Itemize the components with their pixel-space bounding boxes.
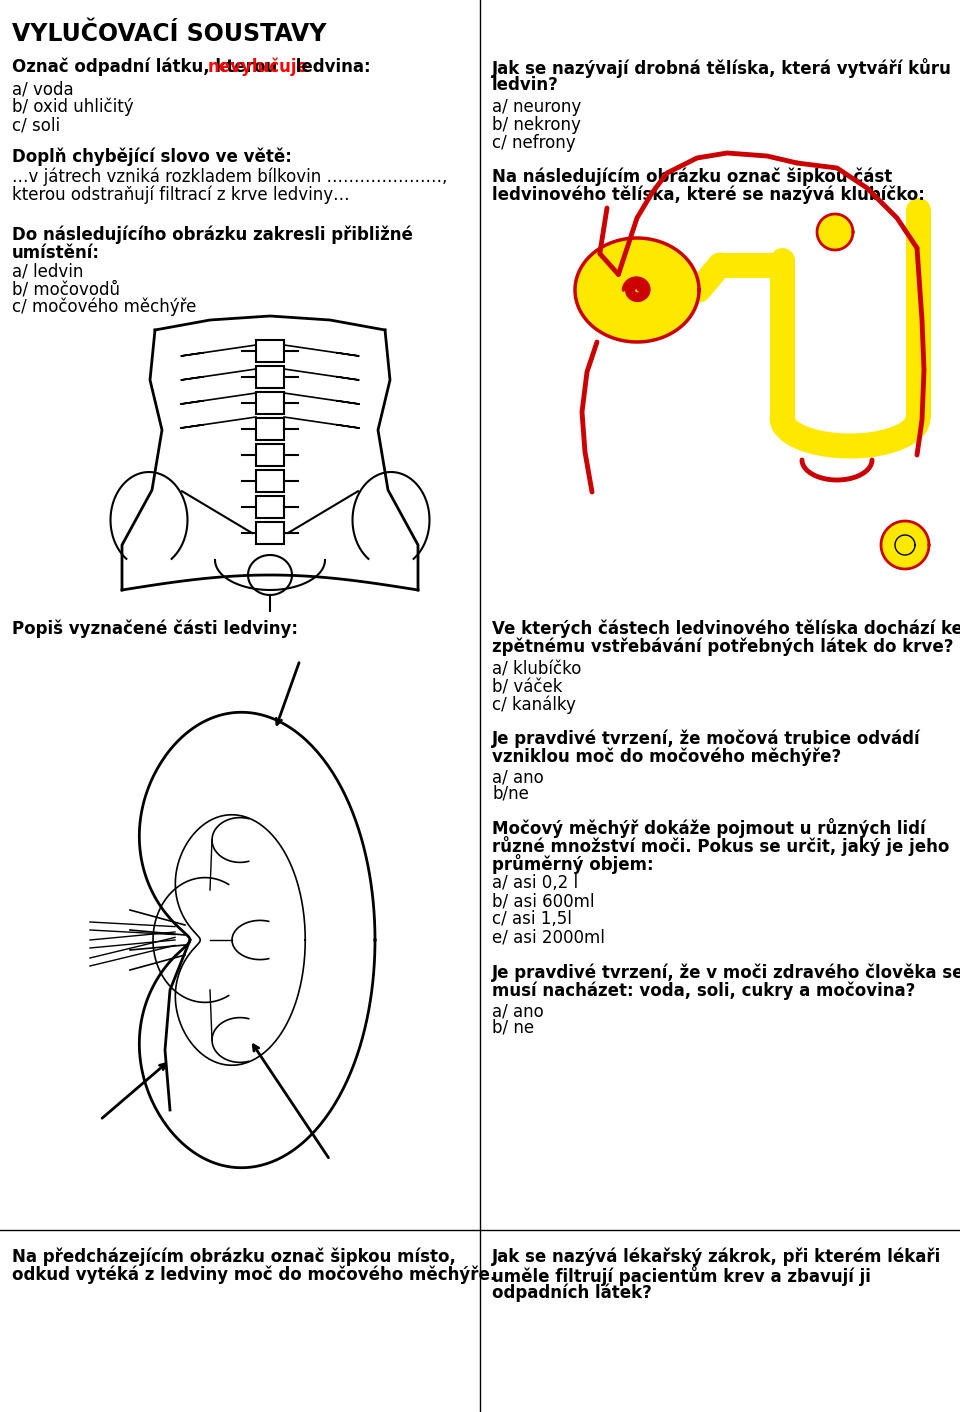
Text: a/ asi 0,2 l: a/ asi 0,2 l <box>492 874 578 892</box>
Text: a/ ano: a/ ano <box>492 1003 543 1019</box>
Text: b/ močovodů: b/ močovodů <box>12 280 120 298</box>
Bar <box>256 496 284 518</box>
Text: zpětnému vstřebávání potřebných látek do krve?: zpětnému vstřebávání potřebných látek do… <box>492 638 953 657</box>
Text: e/ asi 2000ml: e/ asi 2000ml <box>492 928 605 946</box>
Text: uměle filtrují pacientům krev a zbavují ji: uměle filtrují pacientům krev a zbavují … <box>492 1267 871 1286</box>
Polygon shape <box>575 239 699 342</box>
Text: ledvinového tělíska, které se nazývá klubíčko:: ledvinového tělíska, které se nazývá klu… <box>492 186 924 205</box>
Text: a/ ledvin: a/ ledvin <box>12 263 84 280</box>
Text: Močový měchýř dokáže pojmout u různých lidí: Močový měchýř dokáže pojmout u různých l… <box>492 818 925 837</box>
Text: b/ ne: b/ ne <box>492 1018 534 1036</box>
Text: Jak se nazývají drobná tělíska, která vytváří kůru: Jak se nazývají drobná tělíska, která vy… <box>492 58 952 78</box>
Text: Ve kterých částech ledvinového tělíska dochází ke: Ve kterých částech ledvinového tělíska d… <box>492 620 960 638</box>
Text: Doplň chybějící slovo ve větě:: Doplň chybějící slovo ve větě: <box>12 148 292 167</box>
Text: průměrný objem:: průměrný objem: <box>492 854 654 874</box>
Text: c/ nefrony: c/ nefrony <box>492 134 576 152</box>
Text: a/ neurony: a/ neurony <box>492 97 581 116</box>
Text: ledvina:: ledvina: <box>290 58 371 76</box>
Text: odkud vytéká z ledviny moč do močového měchýře.: odkud vytéká z ledviny moč do močového m… <box>12 1267 496 1285</box>
Text: …v játrech vzniká rozkladem bílkovin …………………,: …v játrech vzniká rozkladem bílkovin ………… <box>12 168 447 186</box>
Text: b/ oxid uhličitý: b/ oxid uhličitý <box>12 97 133 117</box>
Text: c/ asi 1,5l: c/ asi 1,5l <box>492 909 572 928</box>
Text: VYLUČOVACÍ SOUSTAVY: VYLUČOVACÍ SOUSTAVY <box>12 23 326 47</box>
Bar <box>256 418 284 441</box>
Text: a/ voda: a/ voda <box>12 80 74 97</box>
Text: různé množství moči. Pokus se určit, jaký je jeho: různé množství moči. Pokus se určit, jak… <box>492 836 949 856</box>
Bar <box>256 522 284 544</box>
Bar <box>256 443 284 466</box>
Text: vzniklou moč do močového měchýře?: vzniklou moč do močového měchýře? <box>492 748 841 767</box>
Text: a/ klubíčko: a/ klubíčko <box>492 659 582 678</box>
Text: kterou odstraňují filtrací z krve ledviny…: kterou odstraňují filtrací z krve ledvin… <box>12 186 349 205</box>
Text: c/ močového měchýře: c/ močového měchýře <box>12 298 197 316</box>
Text: Označ odpadní látku, kterou: Označ odpadní látku, kterou <box>12 58 283 76</box>
Text: b/ váček: b/ váček <box>492 678 563 696</box>
Text: nevylučuje: nevylučuje <box>208 58 309 76</box>
Text: c/ kanálky: c/ kanálky <box>492 696 576 714</box>
Text: b/ asi 600ml: b/ asi 600ml <box>492 892 594 909</box>
Text: Jak se nazývá lékařský zákrok, při kterém lékaři: Jak se nazývá lékařský zákrok, při které… <box>492 1248 941 1267</box>
Text: Na následujícím obrázku označ šipkou část: Na následujícím obrázku označ šipkou čás… <box>492 168 892 186</box>
Text: b/ne: b/ne <box>492 784 529 802</box>
Text: ledvin?: ledvin? <box>492 76 559 95</box>
Bar <box>256 340 284 361</box>
Text: b/ nekrony: b/ nekrony <box>492 116 581 134</box>
Bar <box>256 470 284 491</box>
Polygon shape <box>817 215 853 250</box>
Text: Popiš vyznačené části ledviny:: Popiš vyznačené části ledviny: <box>12 620 298 638</box>
Text: Do následujícího obrázku zakresli přibližné: Do následujícího obrázku zakresli přibli… <box>12 226 413 244</box>
Bar <box>256 366 284 388</box>
Text: Na předcházejícím obrázku označ šipkou místo,: Na předcházejícím obrázku označ šipkou m… <box>12 1248 456 1267</box>
Bar <box>256 393 284 414</box>
Text: umístění:: umístění: <box>12 244 100 263</box>
Text: c/ soli: c/ soli <box>12 116 60 134</box>
Text: Je pravdivé tvrzení, že močová trubice odvádí: Je pravdivé tvrzení, že močová trubice o… <box>492 730 921 748</box>
Text: musí nacházet: voda, soli, cukry a močovina?: musí nacházet: voda, soli, cukry a močov… <box>492 981 916 1001</box>
Text: Je pravdivé tvrzení, že v moči zdravého člověka se: Je pravdivé tvrzení, že v moči zdravého … <box>492 964 960 983</box>
Polygon shape <box>139 712 375 1168</box>
Polygon shape <box>881 521 929 569</box>
Text: odpadních látek?: odpadních látek? <box>492 1284 652 1302</box>
Text: a/ ano: a/ ano <box>492 768 543 786</box>
